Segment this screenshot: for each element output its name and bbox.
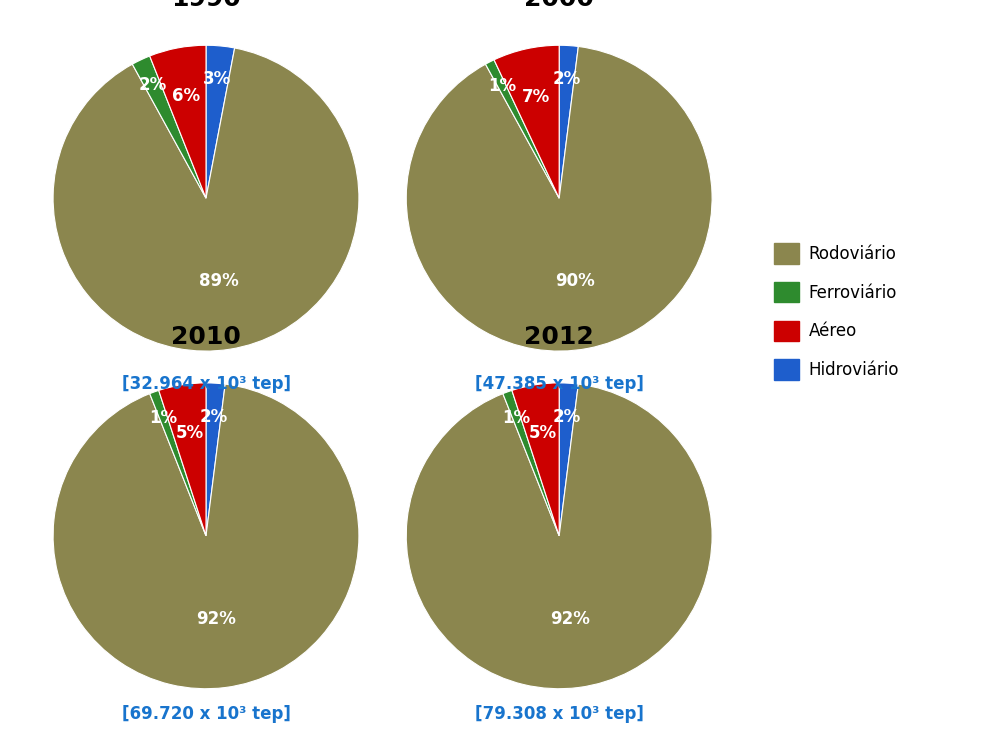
Wedge shape (503, 390, 559, 536)
Wedge shape (206, 383, 226, 536)
Wedge shape (512, 383, 559, 536)
Wedge shape (406, 384, 712, 688)
Text: [32.964 x 10³ tep]: [32.964 x 10³ tep] (122, 374, 290, 393)
Wedge shape (494, 46, 559, 198)
Text: [79.308 x 10³ tep]: [79.308 x 10³ tep] (475, 705, 644, 723)
Text: 89%: 89% (199, 272, 239, 290)
Text: 6%: 6% (173, 87, 200, 105)
Text: 1%: 1% (489, 78, 516, 95)
Wedge shape (150, 46, 206, 198)
Legend: Rodoviário, Ferroviário, Aéreo, Hidroviário: Rodoviário, Ferroviário, Aéreo, Hidroviá… (773, 243, 899, 379)
Text: 2%: 2% (138, 76, 167, 94)
Text: [47.385 x 10³ tep]: [47.385 x 10³ tep] (475, 374, 644, 393)
Wedge shape (53, 48, 359, 351)
Text: 1%: 1% (502, 409, 531, 427)
Text: 7%: 7% (522, 87, 550, 106)
Wedge shape (132, 56, 206, 198)
Text: 3%: 3% (203, 70, 232, 88)
Text: 2%: 2% (199, 408, 228, 426)
Wedge shape (559, 383, 579, 536)
Text: 92%: 92% (549, 610, 590, 628)
Wedge shape (559, 46, 579, 198)
Text: [69.720 x 10³ tep]: [69.720 x 10³ tep] (122, 705, 290, 723)
Wedge shape (150, 390, 206, 536)
Text: 5%: 5% (176, 424, 204, 442)
Title: 2012: 2012 (524, 325, 594, 349)
Wedge shape (159, 383, 206, 536)
Text: 90%: 90% (555, 272, 594, 290)
Title: 2000: 2000 (524, 0, 594, 11)
Wedge shape (206, 46, 234, 198)
Wedge shape (486, 59, 559, 198)
Title: 2010: 2010 (171, 325, 241, 349)
Text: 5%: 5% (529, 424, 557, 442)
Text: 92%: 92% (196, 610, 236, 628)
Text: 1%: 1% (149, 409, 178, 427)
Wedge shape (53, 384, 359, 688)
Wedge shape (406, 46, 712, 351)
Title: 1990: 1990 (171, 0, 241, 11)
Text: 2%: 2% (552, 70, 581, 88)
Text: 2%: 2% (552, 408, 581, 426)
